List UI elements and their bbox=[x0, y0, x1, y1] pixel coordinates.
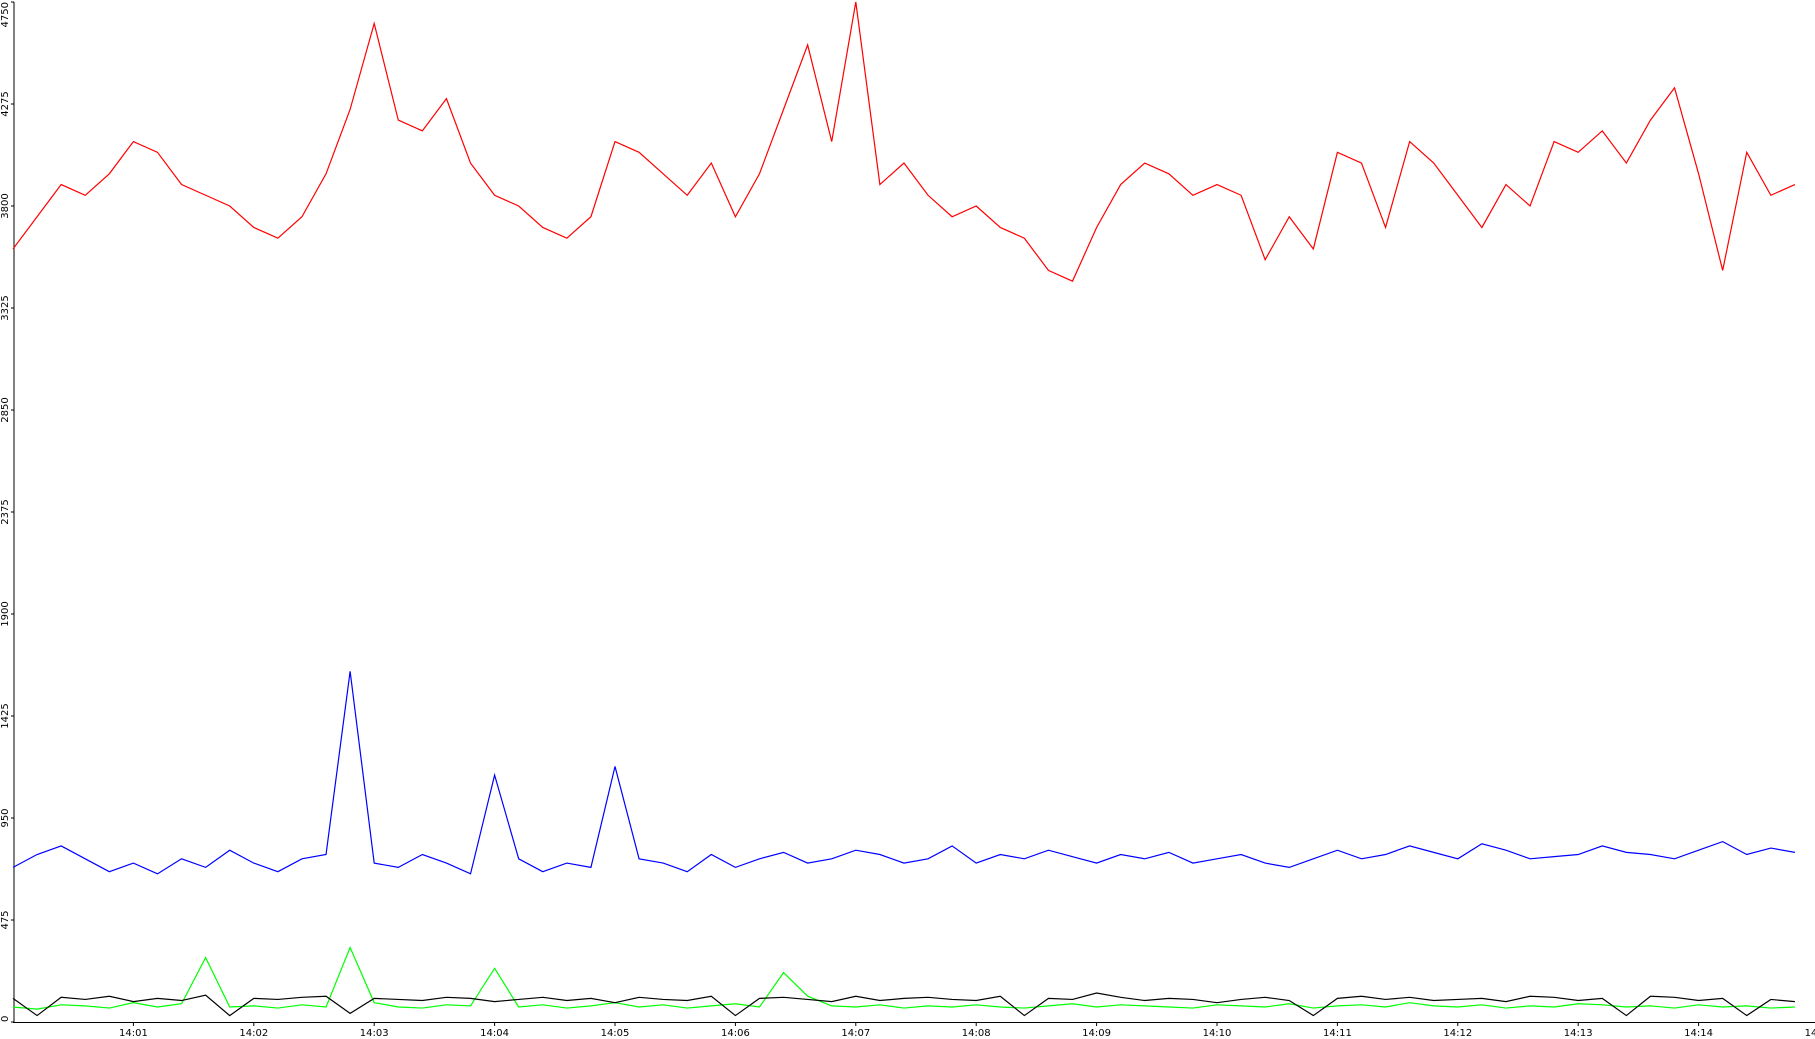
x-tick-label: 14:14 bbox=[1684, 1028, 1713, 1039]
y-tick-label: 3800 bbox=[0, 193, 11, 218]
x-tick-label: 14:09 bbox=[1082, 1028, 1111, 1039]
y-tick-label: 3325 bbox=[0, 295, 11, 320]
x-tick-label: 14:15 bbox=[1805, 1028, 1815, 1039]
series-line bbox=[12, 945, 1795, 1010]
series-line bbox=[12, 1, 1796, 282]
y-tick-label: 1425 bbox=[0, 703, 11, 728]
series-line bbox=[12, 671, 1796, 875]
series-line bbox=[12, 992, 1795, 1017]
y-tick-label: 475 bbox=[0, 910, 11, 929]
x-tick-label: 14:02 bbox=[239, 1028, 268, 1039]
x-tick-label: 14:04 bbox=[480, 1028, 509, 1039]
x-tick-label: 14:01 bbox=[119, 1028, 148, 1039]
x-tick-label: 14:05 bbox=[601, 1028, 630, 1039]
y-tick-label: 2375 bbox=[0, 499, 11, 524]
x-tick-label: 14:06 bbox=[721, 1028, 750, 1039]
y-tick-label: 0 bbox=[0, 1016, 11, 1022]
y-tick-label: 2850 bbox=[0, 397, 11, 422]
y-tick-label: 1900 bbox=[0, 601, 11, 626]
x-tick-label: 14:12 bbox=[1443, 1028, 1472, 1039]
x-tick-label: 14:03 bbox=[360, 1028, 389, 1039]
y-tick-label: 950 bbox=[0, 808, 11, 827]
x-tick-label: 14:10 bbox=[1203, 1028, 1232, 1039]
y-tick-label: 4275 bbox=[0, 91, 11, 116]
x-tick-label: 14:07 bbox=[841, 1028, 870, 1039]
x-tick-label: 14:13 bbox=[1564, 1028, 1593, 1039]
x-tick-label: 14:11 bbox=[1323, 1028, 1352, 1039]
y-tick-label: 4750 bbox=[0, 2, 11, 27]
x-tick-label: 14:08 bbox=[962, 1028, 991, 1039]
